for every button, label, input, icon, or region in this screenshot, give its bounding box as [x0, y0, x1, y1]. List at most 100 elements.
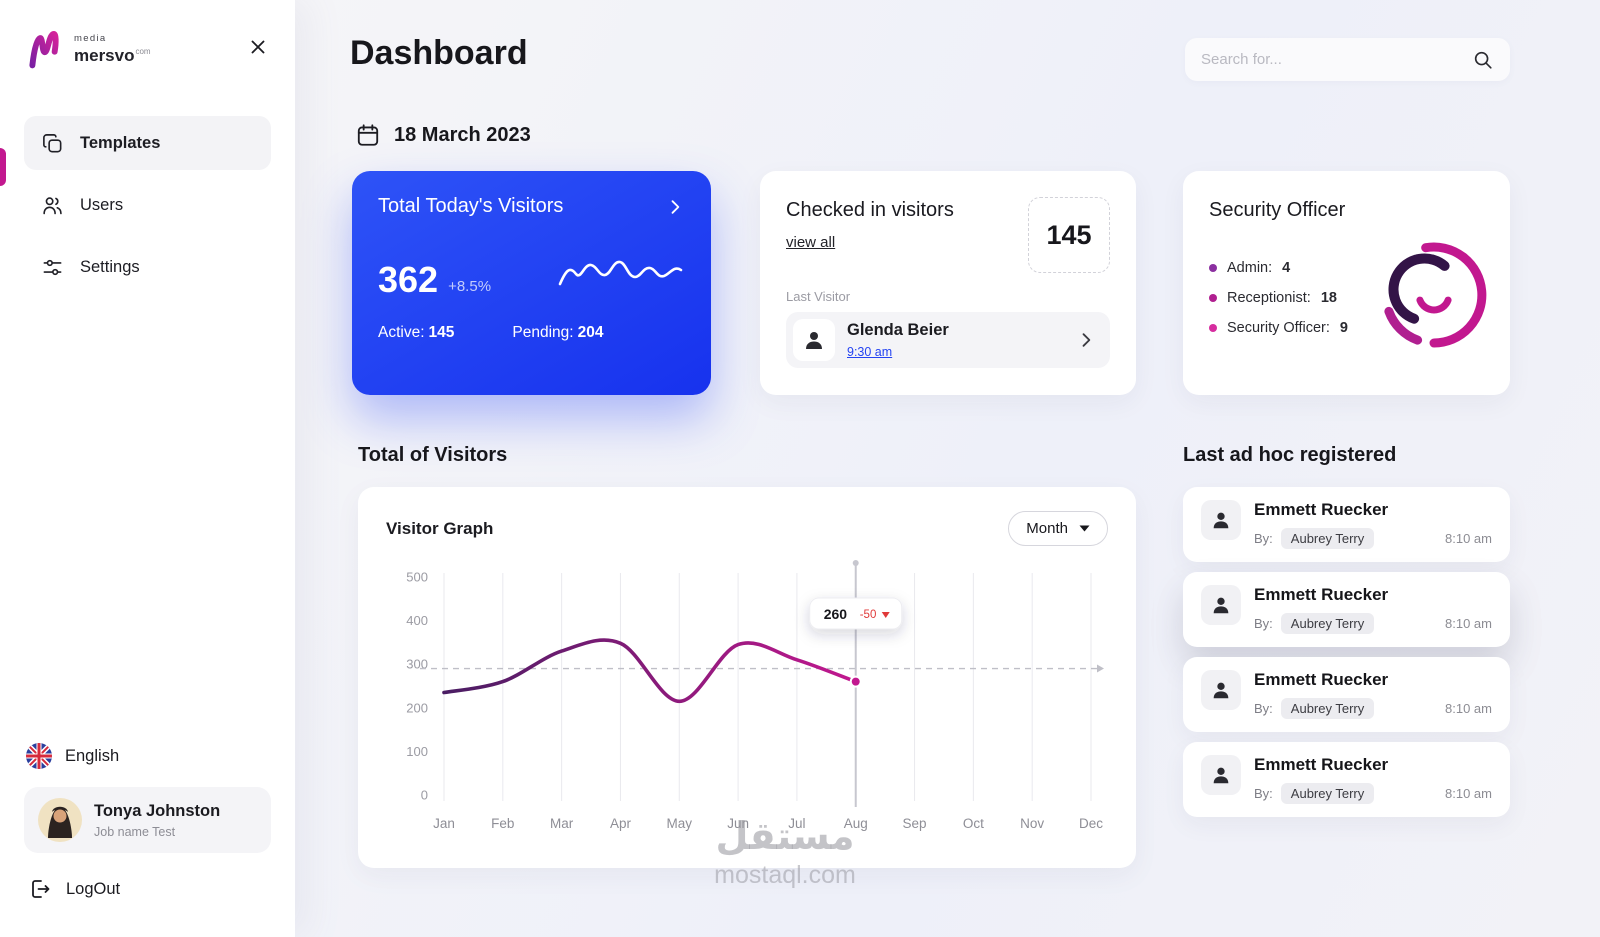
list-item[interactable]: Emmett Ruecker By: Aubrey Terry 8:10 am	[1183, 572, 1510, 647]
sidebar-nav: Templates Users Settings	[0, 116, 295, 294]
uk-flag-icon	[26, 743, 52, 769]
list-item[interactable]: Emmett Ruecker By: Aubrey Terry 8:10 am	[1183, 487, 1510, 562]
svg-text:Feb: Feb	[491, 816, 514, 831]
adhoc-avatar	[1201, 755, 1241, 795]
logo: media mersvocom	[26, 26, 151, 72]
visitors-section-title: Total of Visitors	[358, 444, 508, 466]
total-visitors-delta: +8.5%	[448, 278, 492, 295]
visitor-avatar	[793, 319, 835, 361]
graph-header: Visitor Graph Month	[386, 511, 1108, 546]
user-card[interactable]: Tonya Johnston Job name Test	[24, 787, 271, 853]
chevron-right-icon	[1082, 333, 1091, 347]
adhoc-name: Emmett Ruecker	[1254, 585, 1389, 604]
page-title: Dashboard	[350, 34, 528, 72]
sidebar-item-settings[interactable]: Settings	[24, 240, 271, 294]
adhoc-time: 8:10 am	[1445, 531, 1492, 546]
adhoc-by-label: By:	[1254, 531, 1273, 546]
total-visitors-footer: Active: 145 Pending: 204	[378, 324, 685, 342]
legend-label: Admin:	[1227, 260, 1273, 276]
period-label: Month	[1026, 520, 1068, 537]
last-visitor-row[interactable]: Glenda Beier 9:30 am	[786, 312, 1110, 368]
svg-text:Jan: Jan	[433, 816, 455, 831]
svg-text:Jul: Jul	[788, 816, 805, 831]
adhoc-by-label: By:	[1254, 616, 1273, 631]
language-selector[interactable]: English	[24, 743, 271, 769]
svg-text:Mar: Mar	[550, 816, 574, 831]
calendar-icon	[357, 124, 379, 146]
active-item-accent	[0, 148, 6, 186]
adhoc-meta: By: Aubrey Terry 8:10 am	[1254, 783, 1492, 804]
adhoc-name: Emmett Ruecker	[1254, 500, 1389, 519]
checked-in-title: Checked in visitors	[786, 199, 954, 221]
templates-icon	[43, 133, 62, 152]
svg-text:300: 300	[406, 657, 428, 672]
svg-text:Sep: Sep	[903, 816, 927, 831]
adhoc-body: Emmett Ruecker By: Aubrey Terry 8:10 am	[1254, 500, 1492, 549]
svg-text:Nov: Nov	[1020, 816, 1044, 831]
logout-icon	[32, 880, 50, 898]
view-all-link[interactable]: view all	[786, 234, 836, 251]
person-icon	[1213, 597, 1229, 614]
search-icon[interactable]	[1472, 49, 1494, 71]
sidebar: media mersvocom Templates	[0, 0, 295, 937]
adhoc-body: Emmett Ruecker By: Aubrey Terry 8:10 am	[1254, 670, 1492, 719]
chevron-right-icon[interactable]	[665, 197, 685, 217]
user-avatar	[38, 798, 82, 842]
legend-label: Security Officer:	[1227, 320, 1330, 336]
adhoc-meta: By: Aubrey Terry 8:10 am	[1254, 698, 1492, 719]
user-role: Job name Test	[94, 824, 176, 839]
sidebar-header: media mersvocom	[0, 26, 295, 72]
legend-dot	[1209, 294, 1217, 302]
svg-text:400: 400	[406, 613, 428, 628]
adhoc-by-badge: Aubrey Terry	[1280, 783, 1375, 804]
adhoc-body: Emmett Ruecker By: Aubrey Terry 8:10 am	[1254, 585, 1492, 634]
checked-in-count: 145	[1028, 197, 1110, 273]
person-icon	[1213, 767, 1229, 784]
sidebar-item-users[interactable]: Users	[24, 178, 271, 232]
logo-mark-icon	[29, 31, 59, 69]
list-item[interactable]: Emmett Ruecker By: Aubrey Terry 8:10 am	[1183, 657, 1510, 732]
checked-in-card: Checked in visitors view all 145 Last Vi…	[760, 171, 1136, 395]
svg-text:May: May	[667, 816, 693, 831]
svg-text:260: 260	[824, 606, 848, 622]
list-item[interactable]: Emmett Ruecker By: Aubrey Terry 8:10 am	[1183, 742, 1510, 817]
legend-value: 18	[1320, 290, 1337, 306]
legend-item-security-officer: Security Officer: 9	[1209, 320, 1484, 336]
person-icon	[806, 332, 822, 349]
svg-text:100: 100	[406, 744, 428, 759]
adhoc-meta: By: Aubrey Terry 8:10 am	[1254, 613, 1492, 634]
visitor-chevron[interactable]	[1076, 330, 1096, 350]
adhoc-time: 8:10 am	[1445, 616, 1492, 631]
adhoc-name: Emmett Ruecker	[1254, 755, 1389, 774]
security-arcs-chart	[1384, 242, 1487, 348]
adhoc-by-badge: Aubrey Terry	[1280, 698, 1375, 719]
visitor-time[interactable]: 9:30 am	[847, 345, 893, 359]
logout-button[interactable]: LogOut	[24, 871, 271, 907]
close-sidebar-button[interactable]	[247, 36, 269, 58]
visitor-line-chart[interactable]: 0 100 200 300 400 500 Jan Feb Mar Apr May Jun Jul Aug…	[386, 552, 1108, 852]
svg-text:Apr: Apr	[610, 816, 632, 831]
adhoc-avatar	[1201, 585, 1241, 625]
legend-dot	[1209, 324, 1217, 332]
sidebar-footer: English Tonya Johnston Job name Test	[0, 743, 295, 907]
period-dropdown[interactable]: Month	[1008, 511, 1108, 546]
security-title: Security Officer	[1209, 199, 1346, 221]
user-name: Tonya Johnston	[94, 801, 221, 820]
logo-name-label: mersvocom	[74, 45, 151, 65]
total-visitors-card[interactable]: Total Today's Visitors 362 +8.5% Active:…	[352, 171, 711, 395]
graph-title: Visitor Graph	[386, 518, 494, 538]
legend-value: 9	[1339, 320, 1348, 336]
svg-text:Jun: Jun	[727, 816, 749, 831]
checked-in-title-block: Checked in visitors view all	[786, 199, 954, 252]
sidebar-item-templates[interactable]: Templates	[24, 116, 271, 170]
search-input[interactable]	[1201, 51, 1472, 68]
legend-label: Receptionist:	[1227, 290, 1311, 306]
adhoc-avatar	[1201, 500, 1241, 540]
adhoc-time: 8:10 am	[1445, 786, 1492, 801]
adhoc-body: Emmett Ruecker By: Aubrey Terry 8:10 am	[1254, 755, 1492, 804]
adhoc-section-title: Last ad hoc registered	[1183, 444, 1397, 466]
svg-text:Aug: Aug	[844, 816, 868, 831]
sidebar-item-label: Settings	[80, 257, 140, 276]
svg-text:200: 200	[406, 700, 428, 715]
adhoc-list: Emmett Ruecker By: Aubrey Terry 8:10 am …	[1183, 487, 1510, 817]
